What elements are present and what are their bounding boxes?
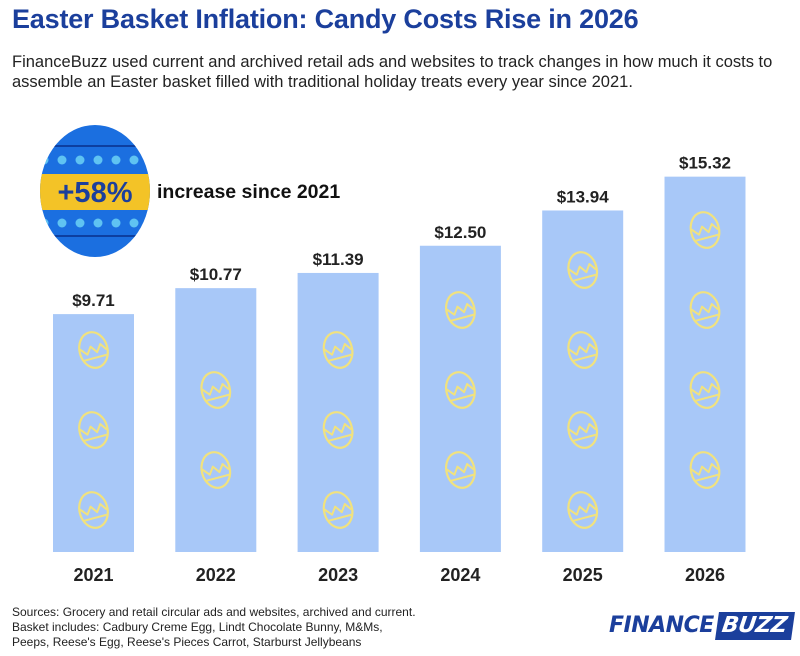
x-tick-label: 2021 — [73, 565, 113, 585]
logo-buzz-text: BUZZ — [714, 612, 795, 640]
value-label: $11.39 — [313, 250, 364, 269]
x-tick-label: 2026 — [685, 565, 725, 585]
egg-pattern-icon — [444, 291, 476, 329]
footer-notes: Sources: Grocery and retail circular ads… — [12, 605, 532, 650]
egg-pattern-icon — [444, 451, 476, 489]
value-label: $13.94 — [557, 187, 610, 206]
bar-2025 — [542, 210, 624, 552]
basket-note-line1: Basket includes: Cadbury Creme Egg, Lind… — [12, 620, 383, 634]
egg-pattern-icon — [78, 411, 109, 449]
egg-pattern-icon — [689, 451, 721, 489]
egg-band — [40, 174, 150, 210]
callout-text: increase since 2021 — [157, 181, 340, 203]
page-subtitle: FinanceBuzz used current and archived re… — [12, 53, 773, 91]
egg-pattern-icon — [567, 411, 599, 449]
callout-value: +58% — [58, 177, 133, 209]
bar-2026 — [664, 176, 746, 552]
egg-pattern-icon — [200, 371, 232, 409]
egg-pattern-icon — [689, 211, 721, 249]
value-label: $9.71 — [72, 291, 115, 310]
egg-pattern-icon — [200, 451, 232, 489]
egg-pattern-icon — [689, 291, 721, 329]
value-label: $12.50 — [434, 223, 486, 242]
bar-2022 — [175, 288, 257, 552]
x-tick-label: 2023 — [318, 565, 358, 585]
bar-chart: $9.71 2021 $10.77 2022 $11.39 2023 $12.50 2024 $… — [40, 125, 746, 585]
bars-layer: $9.71 2021 $10.77 2022 $11.39 2023 $12.50 2024 $… — [53, 154, 746, 585]
egg-pattern-icon — [322, 331, 354, 369]
bar-2021 — [53, 314, 134, 552]
x-tick-label: 2025 — [563, 565, 603, 585]
financebuzz-logo: FINANCE BUZZ — [609, 612, 795, 640]
egg-pattern-icon — [78, 491, 109, 529]
x-tick-label: 2024 — [440, 565, 480, 585]
value-label: $15.32 — [679, 154, 731, 173]
page-title: Easter Basket Inflation: Candy Costs Ris… — [12, 4, 639, 34]
egg-pattern-icon — [567, 491, 599, 529]
egg-pattern-icon — [322, 491, 354, 529]
logo-finance-text: FINANCE — [609, 613, 714, 638]
egg-pattern-icon — [567, 331, 599, 369]
egg-pattern-icon — [689, 371, 721, 409]
egg-pattern-icon — [567, 251, 599, 289]
x-tick-label: 2022 — [196, 565, 236, 585]
egg-pattern-icon — [322, 411, 354, 449]
sources-note: Sources: Grocery and retail circular ads… — [12, 605, 416, 619]
value-label: $10.77 — [190, 265, 242, 284]
basket-note-line2: Peeps, Reese's Egg, Reese's Pieces Carro… — [12, 635, 362, 649]
egg-pattern-icon — [78, 331, 109, 369]
egg-pattern-icon — [444, 371, 476, 409]
